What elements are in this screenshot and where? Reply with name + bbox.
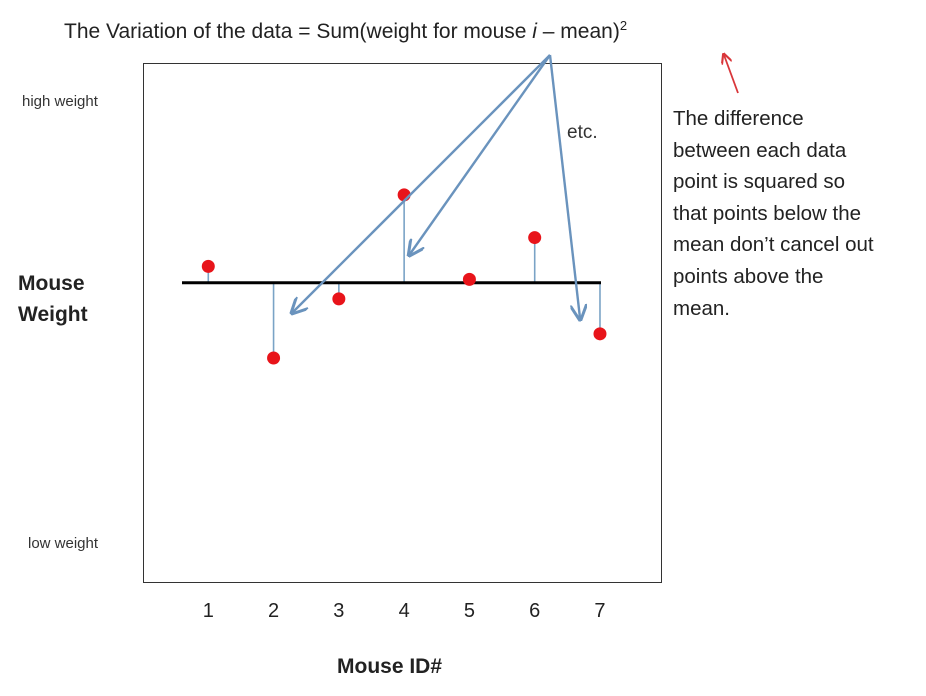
x-tick-label-6: 6 bbox=[529, 600, 541, 622]
data-point-7 bbox=[593, 327, 607, 341]
note-line: mean. bbox=[673, 296, 730, 320]
data-point-3 bbox=[332, 292, 346, 306]
annotation-arrows bbox=[293, 54, 739, 318]
residual-lines bbox=[207, 194, 601, 358]
arrow-to-point-7 bbox=[548, 54, 580, 318]
note-line: points above the bbox=[673, 264, 824, 288]
note-line: that points below the bbox=[673, 201, 862, 225]
y-axis-label: Mouse Weight bbox=[18, 268, 88, 330]
data-points bbox=[201, 188, 607, 365]
title-prefix: The Variation of the data = Sum(weight f… bbox=[64, 20, 533, 43]
x-tick-label-7: 7 bbox=[594, 600, 606, 622]
note-arrow bbox=[724, 55, 739, 94]
x-tick-label-1: 1 bbox=[202, 600, 214, 622]
data-point-6 bbox=[528, 231, 542, 245]
arrow-to-point-4 bbox=[410, 54, 551, 254]
x-tick-label-5: 5 bbox=[463, 600, 475, 622]
note-line: between each data bbox=[673, 138, 847, 162]
arrow-to-point-2 bbox=[293, 54, 551, 312]
y-axis-low-label: low weight bbox=[28, 535, 99, 552]
plot-area bbox=[143, 63, 662, 583]
x-tick-label-4: 4 bbox=[398, 600, 410, 622]
explanation-note: The difference between each data point i… bbox=[673, 103, 923, 324]
y-axis-label-line-1: Mouse bbox=[18, 272, 85, 295]
title-italic-i: i bbox=[532, 20, 537, 43]
x-axis-label: Mouse ID# bbox=[337, 655, 443, 678]
x-tick-label-3: 3 bbox=[333, 600, 345, 622]
title-suffix: – mean) bbox=[536, 20, 620, 43]
chart-title: The Variation of the data = Sum(weight f… bbox=[64, 18, 627, 44]
data-point-2 bbox=[267, 351, 281, 365]
note-line: point is squared so bbox=[673, 170, 846, 194]
title-superscript: 2 bbox=[619, 18, 628, 33]
data-point-1 bbox=[201, 259, 215, 273]
note-line: mean don’t cancel out bbox=[673, 233, 874, 257]
etc-annotation: etc. bbox=[567, 122, 598, 143]
y-axis-high-label: high weight bbox=[22, 93, 98, 110]
data-point-5 bbox=[462, 272, 476, 286]
note-line: The difference bbox=[673, 107, 804, 130]
x-tick-label-2: 2 bbox=[268, 600, 280, 622]
y-axis-label-line-2: Weight bbox=[18, 303, 88, 326]
